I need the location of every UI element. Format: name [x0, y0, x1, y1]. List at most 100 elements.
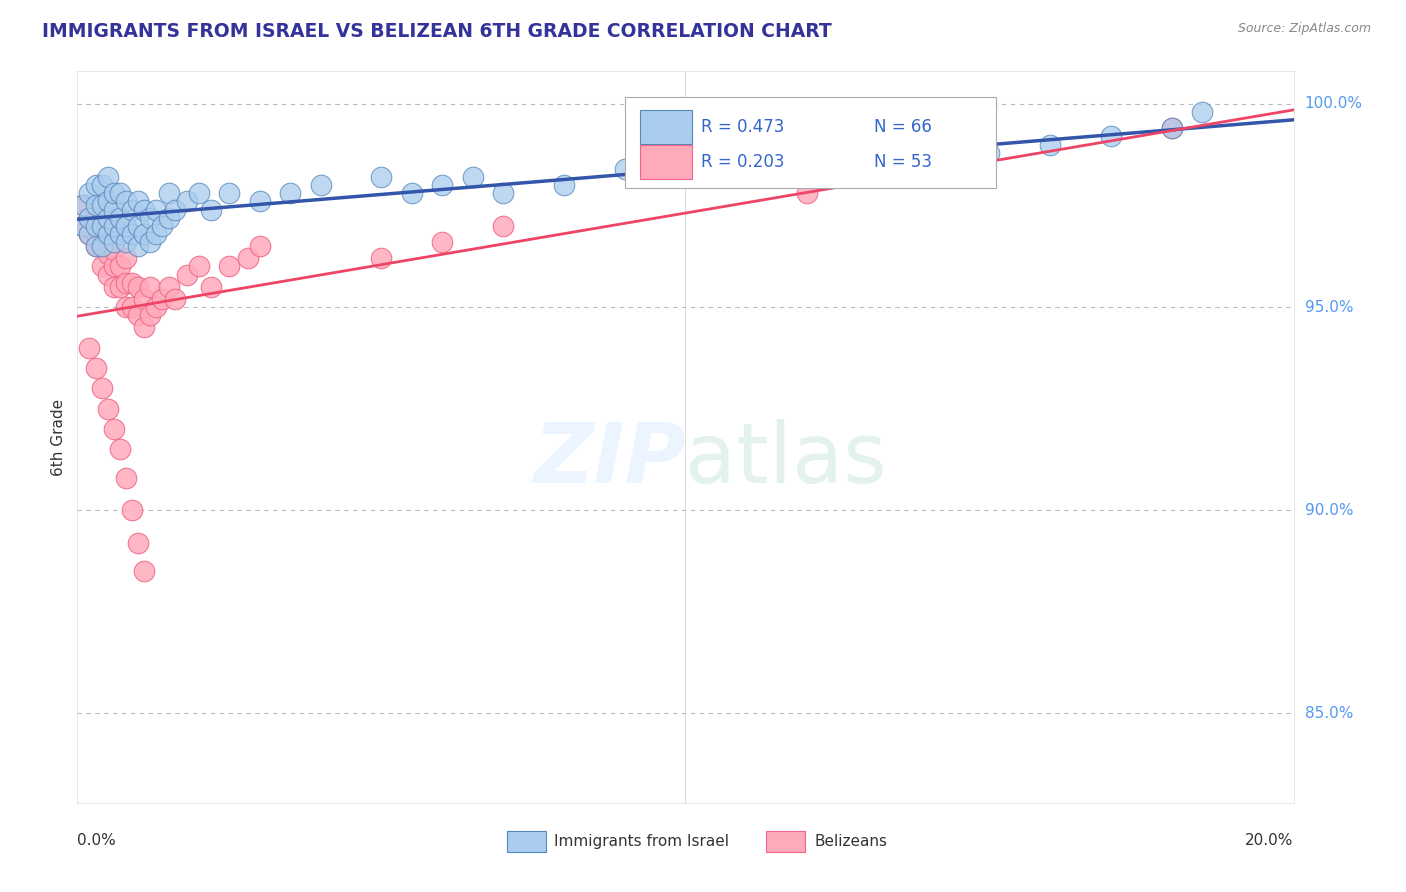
Point [90, 219, 112, 233]
Point [309, 178, 332, 193]
Point [200, 279, 222, 293]
Point [236, 252, 259, 266]
FancyBboxPatch shape [506, 830, 546, 852]
Text: Source: ZipAtlas.com: Source: ZipAtlas.com [1237, 22, 1371, 36]
Point [90, 178, 112, 193]
Point [97, 268, 120, 282]
Point [79, 211, 101, 225]
Point [249, 239, 271, 253]
Point [1161, 121, 1184, 136]
Point [72, 198, 94, 212]
Text: R = 0.473: R = 0.473 [702, 118, 785, 136]
Point [163, 292, 186, 306]
Point [134, 292, 156, 306]
Point [553, 178, 575, 193]
Point [188, 186, 211, 201]
Point [492, 186, 515, 201]
Point [84, 198, 107, 212]
Point [103, 235, 125, 249]
Point [79, 186, 101, 201]
Text: IMMIGRANTS FROM ISRAEL VS BELIZEAN 6TH GRADE CORRELATION CHART: IMMIGRANTS FROM ISRAEL VS BELIZEAN 6TH G… [42, 22, 832, 41]
Point [103, 279, 125, 293]
Point [79, 341, 101, 355]
Point [145, 202, 167, 217]
Point [127, 308, 149, 322]
Point [139, 235, 162, 249]
Point [157, 279, 180, 293]
Point [796, 153, 818, 168]
Point [139, 279, 162, 293]
Point [613, 161, 636, 176]
Point [115, 194, 138, 209]
Point [1099, 129, 1122, 144]
Point [90, 235, 112, 249]
Point [84, 361, 107, 376]
Point [97, 227, 120, 241]
Point [90, 381, 112, 395]
Point [115, 300, 138, 314]
Point [370, 252, 392, 266]
Point [115, 276, 138, 290]
Y-axis label: 6th Grade: 6th Grade [51, 399, 66, 475]
Point [145, 300, 167, 314]
Point [97, 194, 120, 209]
Point [152, 292, 174, 306]
Point [1161, 121, 1184, 136]
Point [103, 219, 125, 233]
Point [103, 422, 125, 436]
Point [103, 260, 125, 274]
Point [1039, 137, 1062, 152]
Point [430, 235, 453, 249]
Point [84, 239, 107, 253]
Point [134, 320, 156, 334]
FancyBboxPatch shape [624, 97, 995, 188]
Point [108, 442, 131, 457]
Point [115, 235, 138, 249]
Point [121, 227, 143, 241]
Text: 85.0%: 85.0% [1305, 706, 1353, 721]
Point [97, 401, 120, 416]
Point [127, 279, 149, 293]
Point [79, 227, 101, 241]
Text: N = 66: N = 66 [875, 118, 932, 136]
Point [108, 227, 131, 241]
Point [157, 211, 180, 225]
Point [163, 202, 186, 217]
Point [1191, 105, 1213, 120]
Point [97, 169, 120, 184]
Point [200, 202, 222, 217]
Text: 100.0%: 100.0% [1305, 96, 1362, 112]
Text: 0.0%: 0.0% [77, 833, 117, 848]
Text: 90.0%: 90.0% [1305, 503, 1353, 517]
Point [127, 194, 149, 209]
Text: N = 53: N = 53 [875, 153, 932, 171]
Point [401, 186, 423, 201]
Point [139, 308, 162, 322]
Point [157, 186, 180, 201]
Point [108, 260, 131, 274]
Point [218, 260, 240, 274]
Point [492, 219, 515, 233]
Point [176, 194, 198, 209]
Point [121, 300, 143, 314]
Point [90, 239, 112, 253]
FancyBboxPatch shape [640, 145, 692, 179]
Point [103, 186, 125, 201]
Point [856, 145, 879, 160]
Text: Belizeans: Belizeans [814, 834, 887, 849]
Text: 20.0%: 20.0% [1246, 833, 1294, 848]
FancyBboxPatch shape [766, 830, 804, 852]
Point [97, 211, 120, 225]
Point [90, 260, 112, 274]
Point [218, 186, 240, 201]
Point [121, 202, 143, 217]
Point [115, 219, 138, 233]
Point [84, 178, 107, 193]
FancyBboxPatch shape [640, 110, 692, 144]
Point [430, 178, 453, 193]
Point [134, 227, 156, 241]
Point [675, 169, 697, 184]
Point [176, 268, 198, 282]
Point [152, 219, 174, 233]
Text: R = 0.203: R = 0.203 [702, 153, 785, 171]
